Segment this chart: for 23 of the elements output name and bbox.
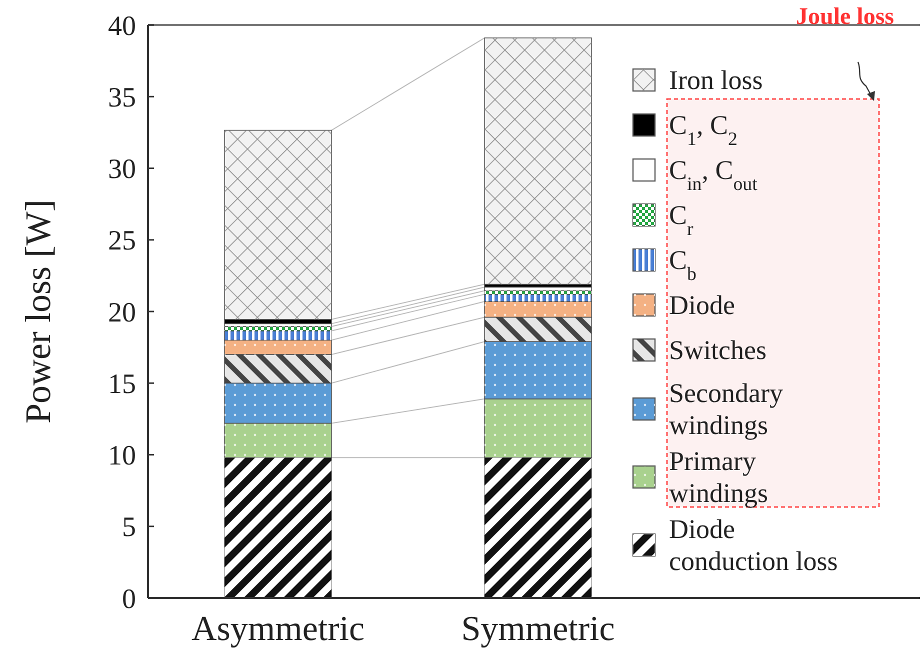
y-axis-title: Power loss [W] (18, 200, 58, 424)
legend-label: Secondary windings (669, 378, 784, 440)
y-tick-label: 30 (108, 154, 136, 186)
y-tick-label: 35 (108, 82, 136, 114)
y-tick-label: 25 (108, 226, 136, 257)
legend-label: C$_{1}$, C$_{2}$ (669, 110, 738, 150)
legend-label: C$_{b}$ (669, 245, 696, 284)
y-tick-label: 10 (108, 440, 136, 472)
x-tick-label: Symmetric (461, 609, 615, 648)
legend-label: Diode (669, 290, 735, 320)
legend-label: C$_{r}$ (669, 200, 694, 240)
text: Joule loss (796, 4, 894, 30)
y-tick-label: 5 (122, 512, 136, 544)
y-tick-label: 40 (108, 10, 136, 42)
legend-label: C$_{in}$, C$_{out}$ (669, 155, 758, 194)
legend-label: Diode conduction loss (669, 514, 838, 576)
y-tick-label: 0 (122, 584, 136, 615)
legend-label: Switches (669, 335, 766, 365)
x-tick-label: Asymmetric (191, 609, 365, 648)
y-tick-label: 15 (108, 368, 136, 400)
legend-label: Primary windings (669, 446, 768, 508)
legend-label: Iron loss (669, 65, 763, 95)
y-tick-label: 20 (108, 297, 136, 328)
